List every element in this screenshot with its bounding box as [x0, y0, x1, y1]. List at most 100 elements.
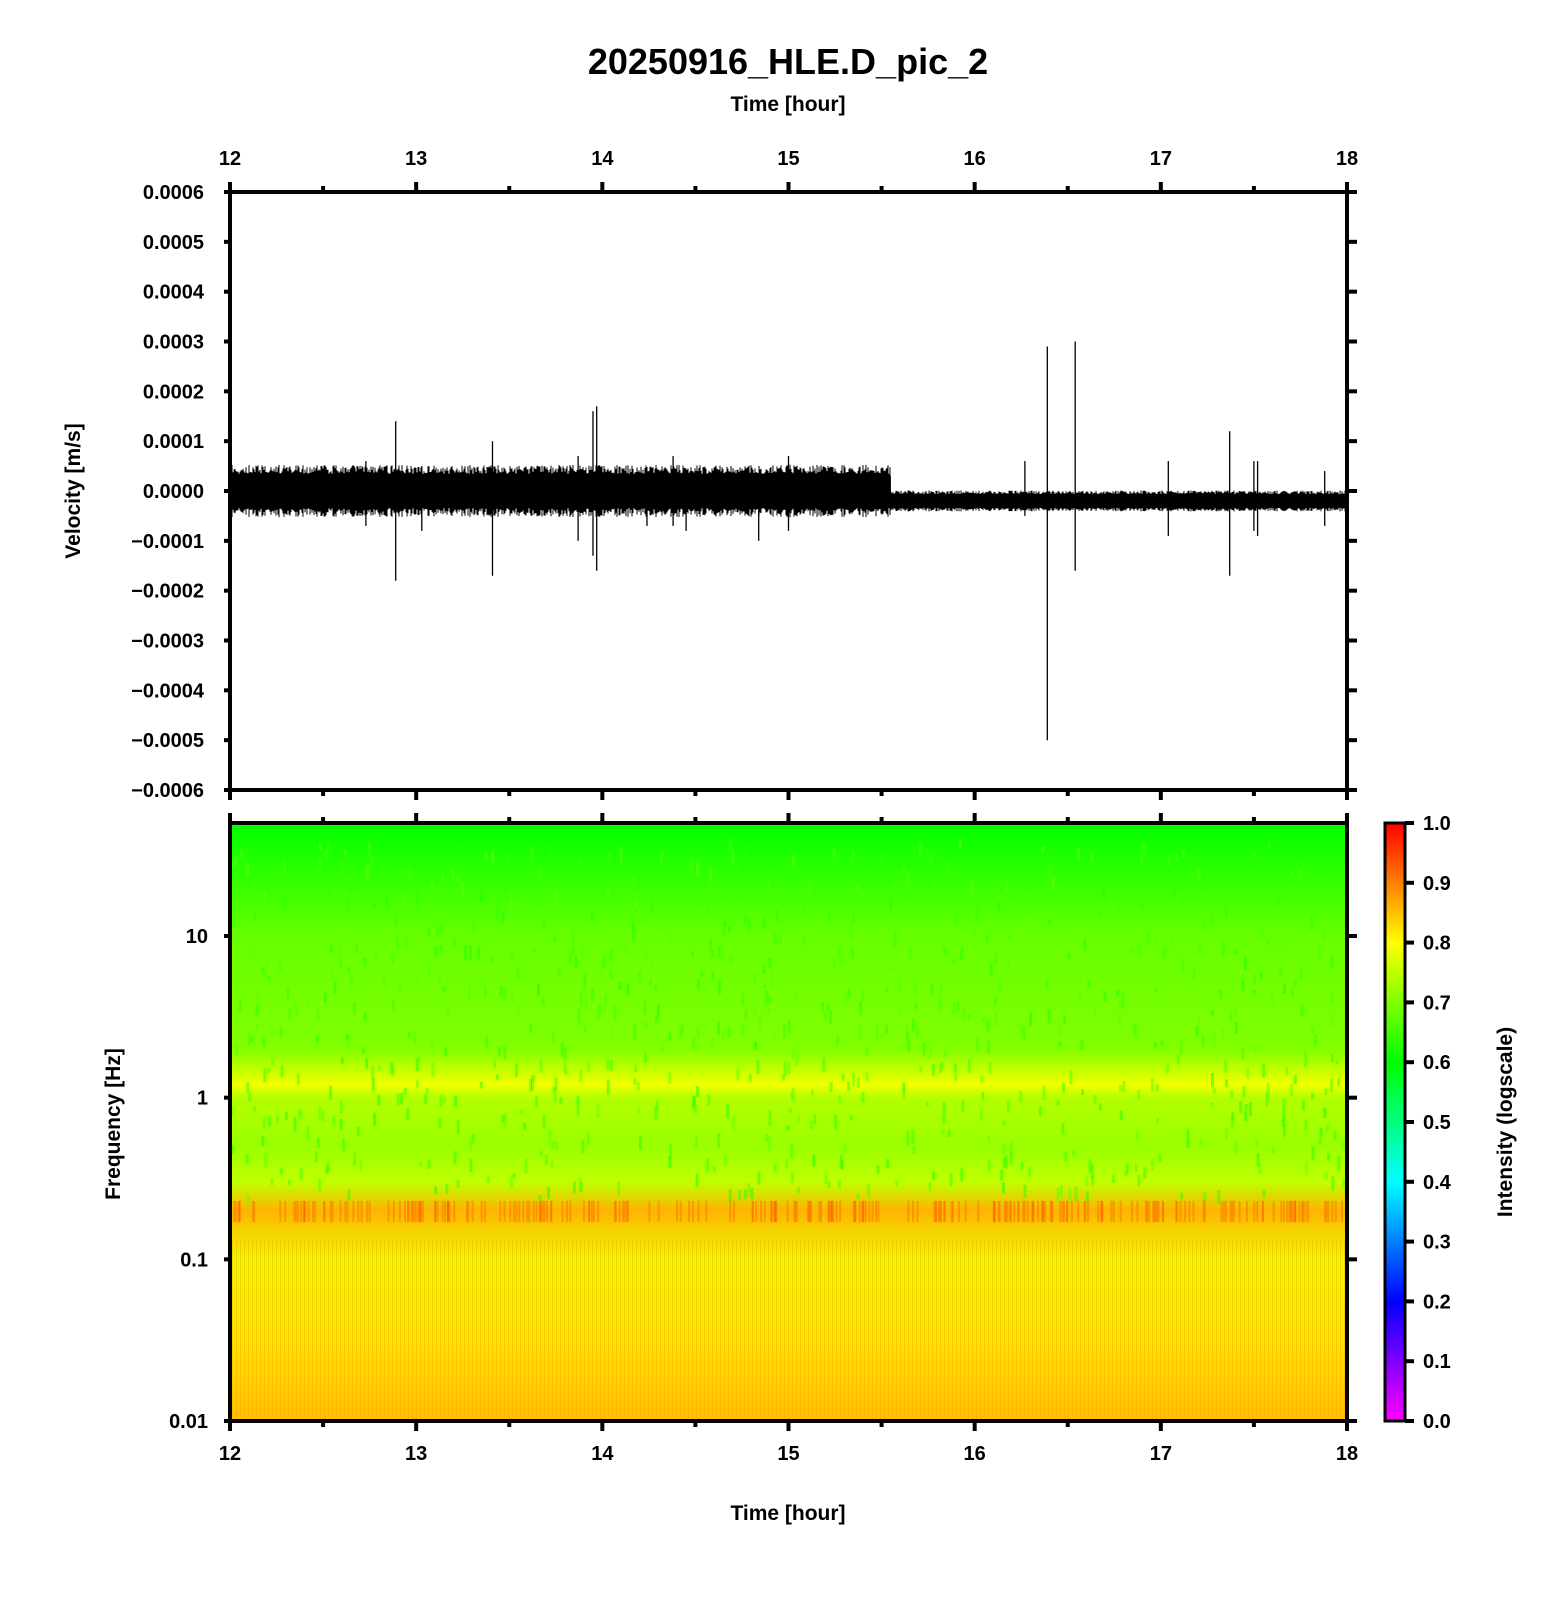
spectrogram-speckle	[834, 874, 838, 881]
microseism-band-streak	[993, 1200, 996, 1223]
spectrogram-speckle	[346, 1034, 349, 1041]
velocity-y-tick-label: −0.0002	[131, 581, 204, 603]
microseism-band-streak	[417, 1200, 420, 1223]
spectrogram-speckle	[1002, 1144, 1006, 1155]
spectrogram-speckle	[695, 1173, 699, 1188]
microseism-band-streak	[1225, 1200, 1227, 1223]
spectrogram-speckle	[296, 1073, 300, 1085]
microseism-band-streak	[1031, 1200, 1034, 1223]
spectrogram-speckle	[394, 914, 398, 926]
spectrogram-speckle	[314, 1151, 318, 1163]
spectrogram-speckle	[1181, 959, 1185, 972]
spectrogram-speckle	[606, 1080, 610, 1095]
spectrogram-speckle	[549, 846, 552, 854]
spectrogram-speckle	[1265, 1091, 1269, 1107]
spectrogram-speckle	[643, 1000, 647, 1014]
microseism-band-streak	[526, 1200, 529, 1223]
microseism-band-streak	[1307, 1200, 1310, 1223]
microseism-band-streak	[1066, 1200, 1069, 1223]
spectrogram-speckle	[318, 1178, 322, 1191]
microseism-band-streak	[314, 1200, 317, 1223]
spectrogram-speckle	[234, 863, 238, 873]
spectrogram-speckle	[1199, 1138, 1203, 1146]
spectrogram-speckle	[1259, 971, 1263, 980]
microseism-band-streak	[1327, 1200, 1330, 1223]
spectrogram-speckle	[781, 1074, 785, 1081]
microseism-band-streak	[1283, 1200, 1285, 1223]
spectrogram-speckle	[1224, 906, 1228, 919]
microseism-band-streak	[1325, 1200, 1328, 1223]
spectrogram-speckle	[754, 1041, 757, 1051]
microseism-band-streak	[293, 1200, 296, 1223]
spectrogram-speckle	[438, 976, 442, 985]
spectrogram-speckle	[957, 864, 961, 877]
spectrogram-speckle	[329, 945, 333, 953]
microseism-band-streak	[415, 1200, 418, 1223]
spectrogram-speckle	[1061, 1123, 1065, 1135]
microseism-band-streak	[615, 1200, 617, 1223]
microseism-band-streak	[539, 1200, 542, 1223]
spectrogram-speckle	[1157, 849, 1161, 855]
microseism-band-streak	[1059, 1200, 1062, 1223]
spectrogram-speckle	[1318, 876, 1321, 885]
spectrogram-speckle	[662, 925, 666, 934]
spectrogram-speckle	[823, 1012, 827, 1021]
spectrogram-speckle	[231, 1106, 235, 1117]
spectrogram-speckle	[764, 990, 768, 1004]
spectrogram-speckle	[986, 1020, 990, 1032]
spectrogram-speckle	[509, 897, 513, 909]
spectrogram-speckle	[939, 982, 943, 996]
velocity-y-tick-label: 0.0001	[143, 431, 204, 453]
spectrogram-speckle	[520, 1109, 524, 1115]
spectrogram-speckle	[1333, 1131, 1337, 1140]
spectrogram-speckle	[703, 854, 707, 864]
spectrogram-speckle	[1209, 932, 1213, 938]
spectrogram-speckle	[717, 945, 721, 958]
spectrogram-speckle	[1129, 904, 1133, 915]
microseism-band-streak	[352, 1200, 355, 1223]
spectrogram-speckle	[1007, 887, 1011, 899]
microseism-band-streak	[300, 1200, 303, 1223]
microseism-band-streak	[912, 1200, 914, 1223]
spectrogram-speckle	[1134, 1164, 1138, 1172]
spectrogram-speckle	[767, 994, 771, 1004]
spectrogram-speckle	[756, 1060, 760, 1075]
spectrogram-speckle	[581, 1139, 585, 1154]
spectrogram-speckle	[1146, 933, 1150, 945]
spectrogram-speckle	[1331, 1176, 1335, 1191]
microseism-band-streak	[1061, 1200, 1064, 1223]
spectrogram-speckle	[347, 897, 351, 913]
microseism-band-streak	[830, 1200, 833, 1223]
spectrogram-speckle	[579, 991, 583, 1007]
spectrogram-speckle	[427, 964, 431, 976]
spectrogram-speckle	[863, 908, 866, 921]
spectrogram-speckle	[1299, 868, 1303, 884]
spectrogram-speckle	[332, 1116, 336, 1125]
spectrogram-speckle	[1324, 1172, 1328, 1180]
microseism-band-streak	[360, 1200, 363, 1223]
microseism-band-streak	[937, 1200, 940, 1223]
spectrogram-speckle	[985, 934, 989, 942]
spectrogram-speckle	[468, 986, 472, 999]
spectrogram-speckle	[967, 1058, 971, 1073]
spectrogram-speckle	[906, 1033, 909, 1041]
spectrogram-speckle	[1304, 1052, 1308, 1068]
spectrogram-speckle	[796, 1115, 800, 1124]
spectrogram-speckle	[982, 1017, 985, 1023]
microseism-band-streak	[303, 1200, 306, 1223]
spectrogram-speckle	[234, 857, 238, 867]
microseism-band-streak	[1156, 1200, 1159, 1223]
microseism-band-streak	[958, 1200, 960, 1223]
spectrogram-speckle	[552, 1086, 556, 1093]
velocity-y-tick-label: −0.0004	[131, 680, 205, 702]
spectrogram-speckle	[1337, 1156, 1341, 1171]
spectrogram-speckle	[247, 1032, 251, 1046]
microseism-band-streak	[853, 1200, 856, 1223]
spectrogram-speckle	[1019, 1091, 1023, 1103]
spectrogram-speckle	[721, 950, 725, 962]
spectrogram-speckle	[1210, 1102, 1214, 1108]
microseism-band-streak	[1202, 1200, 1205, 1223]
spectrogram-speckle	[795, 1052, 799, 1066]
spectrogram-speckle	[503, 1045, 507, 1061]
microseism-band-streak	[1131, 1200, 1133, 1223]
